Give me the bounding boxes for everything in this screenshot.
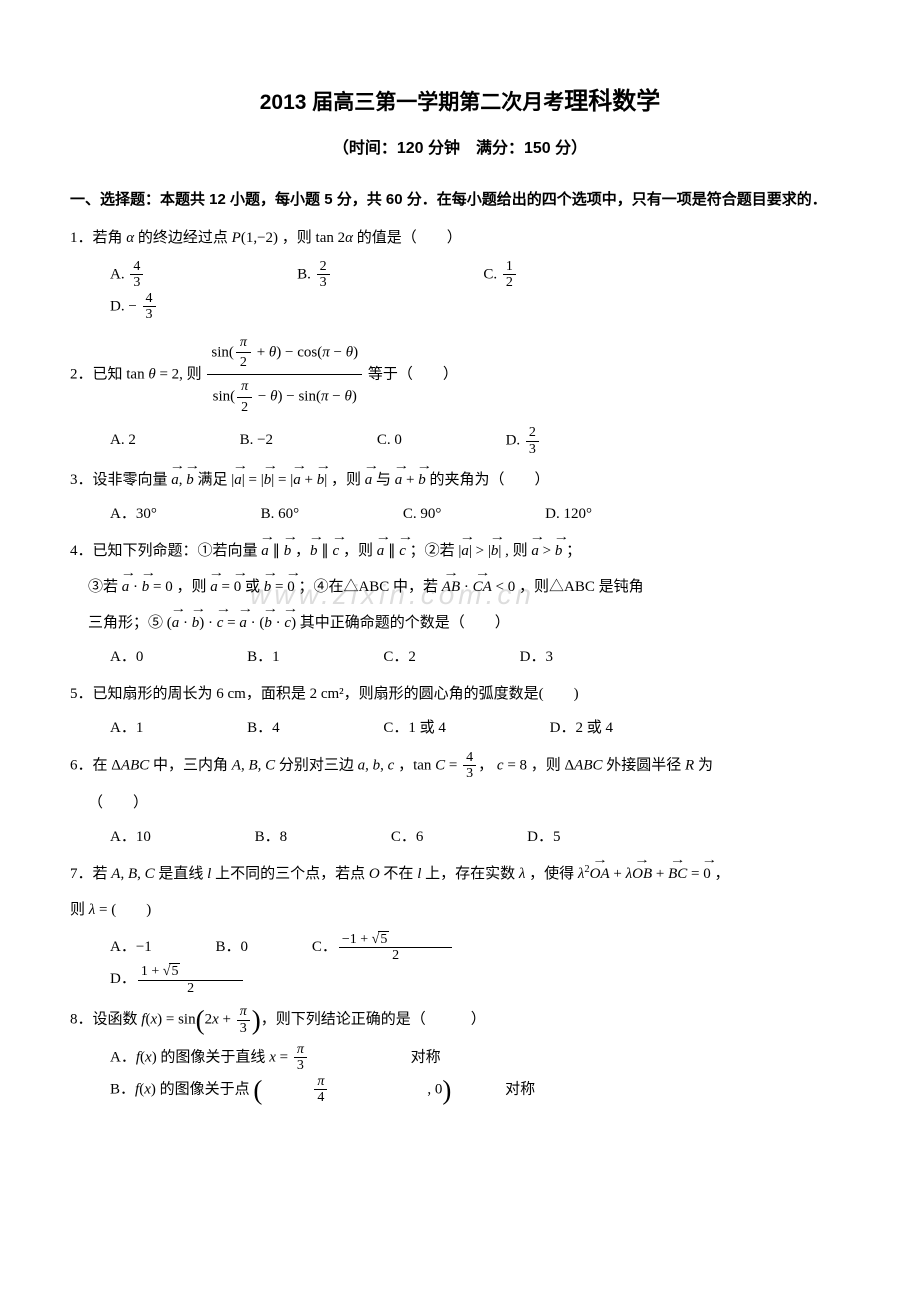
q3-opt-a: A．30° <box>110 501 157 528</box>
question-7: 7．若 A, B, C 是直线 l 上不同的三个点，若点 O 不在 l 上，存在… <box>70 859 850 889</box>
question-6: 6．在 ΔABC 中，三内角 A, B, C 分别对三边 a, b, c ，ta… <box>70 750 850 782</box>
q6-opt-b: B．8 <box>255 824 288 851</box>
q4-opt-c: C．2 <box>383 644 416 671</box>
page-subtitle: （时间：120 分钟 满分：150 分） <box>70 135 850 164</box>
question-5: 5．已知扇形的周长为 6 cm，面积是 2 cm²，则扇形的圆心角的弧度数是( … <box>70 679 850 709</box>
question-4-options: A．0 B．1 C．2 D．3 <box>110 644 850 671</box>
q7-opt-a: A．−1 <box>110 934 152 961</box>
q2-opt-b: B. −2 <box>240 427 273 454</box>
title-main: 理科数学 <box>564 88 660 115</box>
section-heading: 一、选择题：本题共 12 小题，每小题 5 分，共 60 分．在每小题给出的四个… <box>100 186 850 213</box>
question-6-paren: （ ） <box>88 788 850 818</box>
q5-opt-a: A．1 <box>110 715 143 742</box>
question-8-options: A．f(x) 的图像关于直线 x = π3 对称 B．f(x) 的图像关于点 (… <box>110 1042 850 1106</box>
question-7-options: A．−1 B．0 C．−1 + √52 D．1 + √52 <box>110 931 850 997</box>
q1-opt-a: A. 43 <box>110 259 243 291</box>
q6-opt-c: C．6 <box>391 824 424 851</box>
question-7-line2: 则 λ = ( ) <box>70 895 850 925</box>
q7-opt-c: C．−1 + √52 <box>312 931 573 964</box>
q2-opt-a: A. 2 <box>110 427 136 454</box>
title-prefix: 2013 届高三第一学期第二次月考 <box>260 91 565 114</box>
q5-opt-d: D．2 或 4 <box>550 715 613 742</box>
question-1-options: A. 43 B. 23 C. 12 D. − 43 <box>110 259 850 323</box>
q3-opt-c: C. 90° <box>403 501 442 528</box>
q2-opt-c: C. 0 <box>377 427 402 454</box>
question-3-options: A．30° B. 60° C. 90° D. 120° <box>110 501 850 528</box>
question-5-options: A．1 B．4 C．1 或 4 D．2 或 4 <box>110 715 850 742</box>
q1-opt-b: B. 23 <box>297 259 430 291</box>
q2-opt-d: D. 23 <box>506 425 739 457</box>
question-2-options: A. 2 B. −2 C. 0 D. 23 <box>110 425 850 457</box>
question-6-options: A．10 B．8 C．6 D．5 <box>110 824 850 851</box>
question-1: 1．若角 α 的终边经过点 P(1,−2) ，则 tan 2α 的值是（ ） <box>70 223 850 253</box>
q5-opt-c: C．1 或 4 <box>383 715 446 742</box>
page-title: 2013 届高三第一学期第二次月考理科数学 <box>70 80 850 123</box>
question-3: 3．设非零向量 a, b 满足 |a| = |b| = |a + b| ，则 a… <box>70 465 850 495</box>
question-2: 2．已知 tan θ = 2, 则 sin(π2 + θ) − cos(π − … <box>70 331 850 420</box>
q3-opt-d: D. 120° <box>545 501 592 528</box>
q3-opt-b: B. 60° <box>261 501 300 528</box>
q7-opt-b: B．0 <box>216 934 249 961</box>
q8-opt-b: B．f(x) 的图像关于点 (π4, 0) 对称 <box>110 1074 535 1106</box>
q6-opt-d: D．5 <box>527 824 560 851</box>
question-8: 8．设函数 f(x) = sin(2x + π3)，则下列结论正确的是（ ） <box>70 1004 850 1036</box>
q4-opt-b: B．1 <box>247 644 280 671</box>
q8-opt-a: A．f(x) 的图像关于直线 x = π3 对称 <box>110 1042 441 1074</box>
q4-opt-d: D．3 <box>520 644 553 671</box>
q4-opt-a: A．0 <box>110 644 143 671</box>
q1-opt-d: D. − 43 <box>110 291 256 323</box>
q6-opt-a: A．10 <box>110 824 151 851</box>
question-4-line2: ③若 a · b = 0 ，则 a = 0 或 b = 0 ；④在△ABC 中，… <box>88 572 850 602</box>
q5-opt-b: B．4 <box>247 715 280 742</box>
q1-opt-c: C. 12 <box>483 259 616 291</box>
q7-opt-d: D．1 + √52 <box>110 963 363 996</box>
question-4-line3: 三角形；⑤ (a · b) · c = a · (b · c) 其中正确命题的个… <box>88 608 850 638</box>
